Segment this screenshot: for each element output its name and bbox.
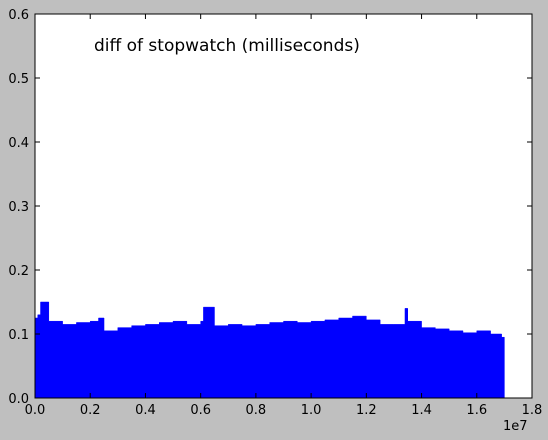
y-tick-label: 0.1 <box>8 328 29 343</box>
series-layer <box>34 301 505 399</box>
x-offset-label: 1e7 <box>503 419 528 434</box>
chart-annotation: diff of stopwatch (milliseconds) <box>94 36 360 56</box>
x-tick-label: 1.0 <box>301 403 322 418</box>
y-tick-label: 0.5 <box>8 72 29 87</box>
x-tick-label: 1.6 <box>466 403 487 418</box>
x-tick-label: 1.2 <box>356 403 377 418</box>
y-tick-label: 0.4 <box>8 136 29 151</box>
x-tick-label: 0.2 <box>80 403 101 418</box>
y-tick-label: 0.3 <box>8 200 29 215</box>
plot-frame <box>34 13 533 399</box>
x-tick-label: 0.4 <box>135 403 156 418</box>
x-tick-label: 0.6 <box>190 403 211 418</box>
y-tick-label: 0.6 <box>8 8 29 23</box>
x-tick-labels: 0.0 0.2 0.4 0.6 0.8 1.0 1.2 1.4 1.6 1.8 <box>25 403 543 418</box>
series-area-0 <box>34 301 505 399</box>
y-tick-label: 0.2 <box>8 264 29 279</box>
x-tick-label: 0.0 <box>25 403 46 418</box>
x-tick-label: 1.8 <box>522 403 543 418</box>
x-tick-label: 1.4 <box>411 403 432 418</box>
x-tick-label: 0.8 <box>246 403 267 418</box>
y-tick-label: 0.0 <box>8 392 29 407</box>
y-tick-labels: 0.0 0.1 0.2 0.3 0.4 0.5 0.6 <box>8 8 29 407</box>
